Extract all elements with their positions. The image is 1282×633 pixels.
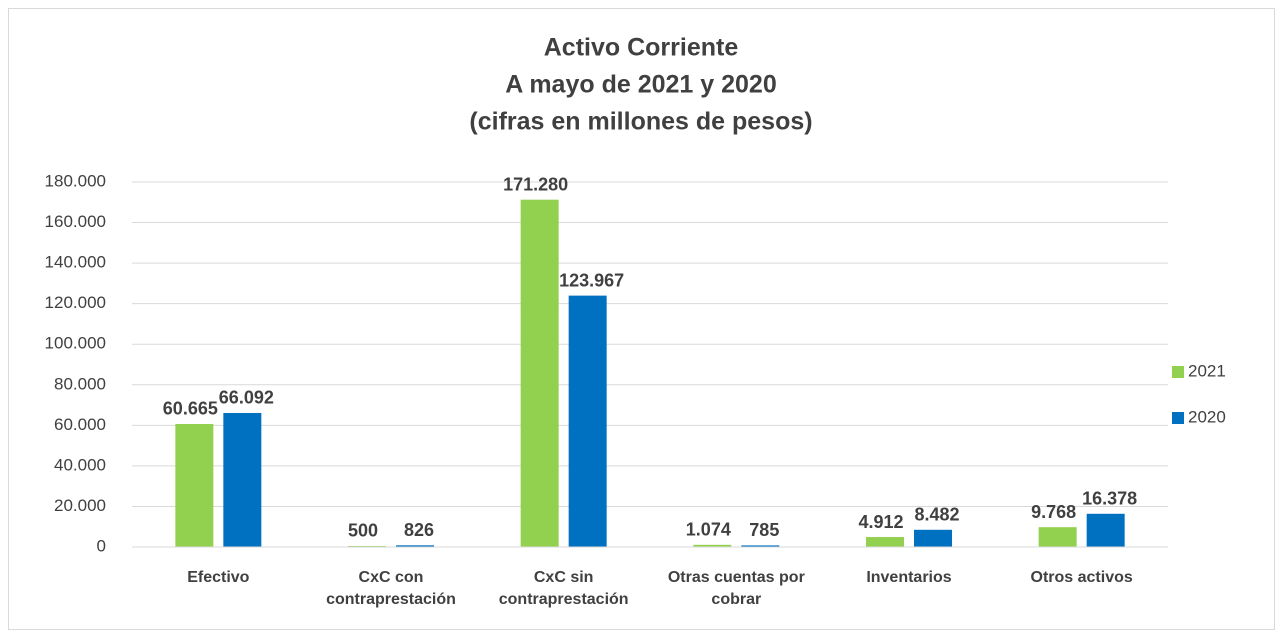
legend-swatch	[1172, 412, 1184, 424]
y-tick-label: 100.000	[45, 334, 106, 353]
y-tick-label: 60.000	[54, 415, 106, 434]
x-tick-label: Efectivo	[187, 569, 250, 586]
chart-title: A mayo de 2021 y 2020	[505, 71, 776, 99]
chart-title: (cifras en millones de pesos)	[469, 108, 812, 136]
x-tick-label: Otros activos	[1030, 569, 1133, 586]
y-tick-label: 80.000	[54, 374, 106, 393]
bar	[520, 199, 559, 547]
x-tick-label: CxC con contraprestación	[326, 569, 456, 608]
bar	[866, 537, 904, 547]
y-tick-label: 140.000	[45, 253, 106, 272]
chart-frame	[8, 8, 1275, 630]
data-label: 8.482	[914, 505, 959, 525]
data-label: 4.912	[858, 512, 903, 532]
bar	[1086, 513, 1125, 547]
bar	[741, 545, 780, 547]
y-tick-label: 180.000	[45, 171, 106, 190]
x-tick-label: CxC sin contraprestación	[498, 569, 629, 608]
data-label: 16.378	[1082, 489, 1137, 509]
chart-title: Activo Corriente	[544, 34, 739, 62]
legend-swatch	[1172, 366, 1184, 378]
y-tick-label: 120.000	[45, 293, 106, 312]
bar	[693, 544, 732, 547]
x-tick-label: Otras cuentas por cobrar	[667, 569, 805, 608]
data-label: 171.280	[503, 174, 568, 194]
y-tick-label: 0	[97, 536, 106, 555]
data-label: 826	[404, 520, 434, 540]
bar	[1038, 527, 1077, 547]
legend-label: 2021	[1188, 361, 1226, 380]
data-label: 9.768	[1031, 502, 1076, 522]
data-label: 1.074	[686, 520, 731, 540]
x-tick-label: Inventarios	[866, 569, 952, 586]
data-label: 60.665	[163, 399, 218, 419]
y-tick-label: 40.000	[54, 455, 106, 474]
bar	[175, 423, 214, 547]
y-tick-label: 160.000	[45, 212, 106, 231]
y-tick-label: 20.000	[54, 496, 106, 515]
data-label: 785	[749, 520, 779, 540]
data-label: 66.092	[219, 388, 274, 408]
bar	[223, 412, 262, 547]
bar	[568, 295, 607, 547]
bar	[914, 529, 952, 547]
data-label: 500	[348, 521, 378, 541]
bar	[396, 545, 434, 547]
data-label: 123.967	[559, 270, 624, 290]
legend-label: 2020	[1188, 407, 1226, 426]
bar	[348, 545, 386, 547]
